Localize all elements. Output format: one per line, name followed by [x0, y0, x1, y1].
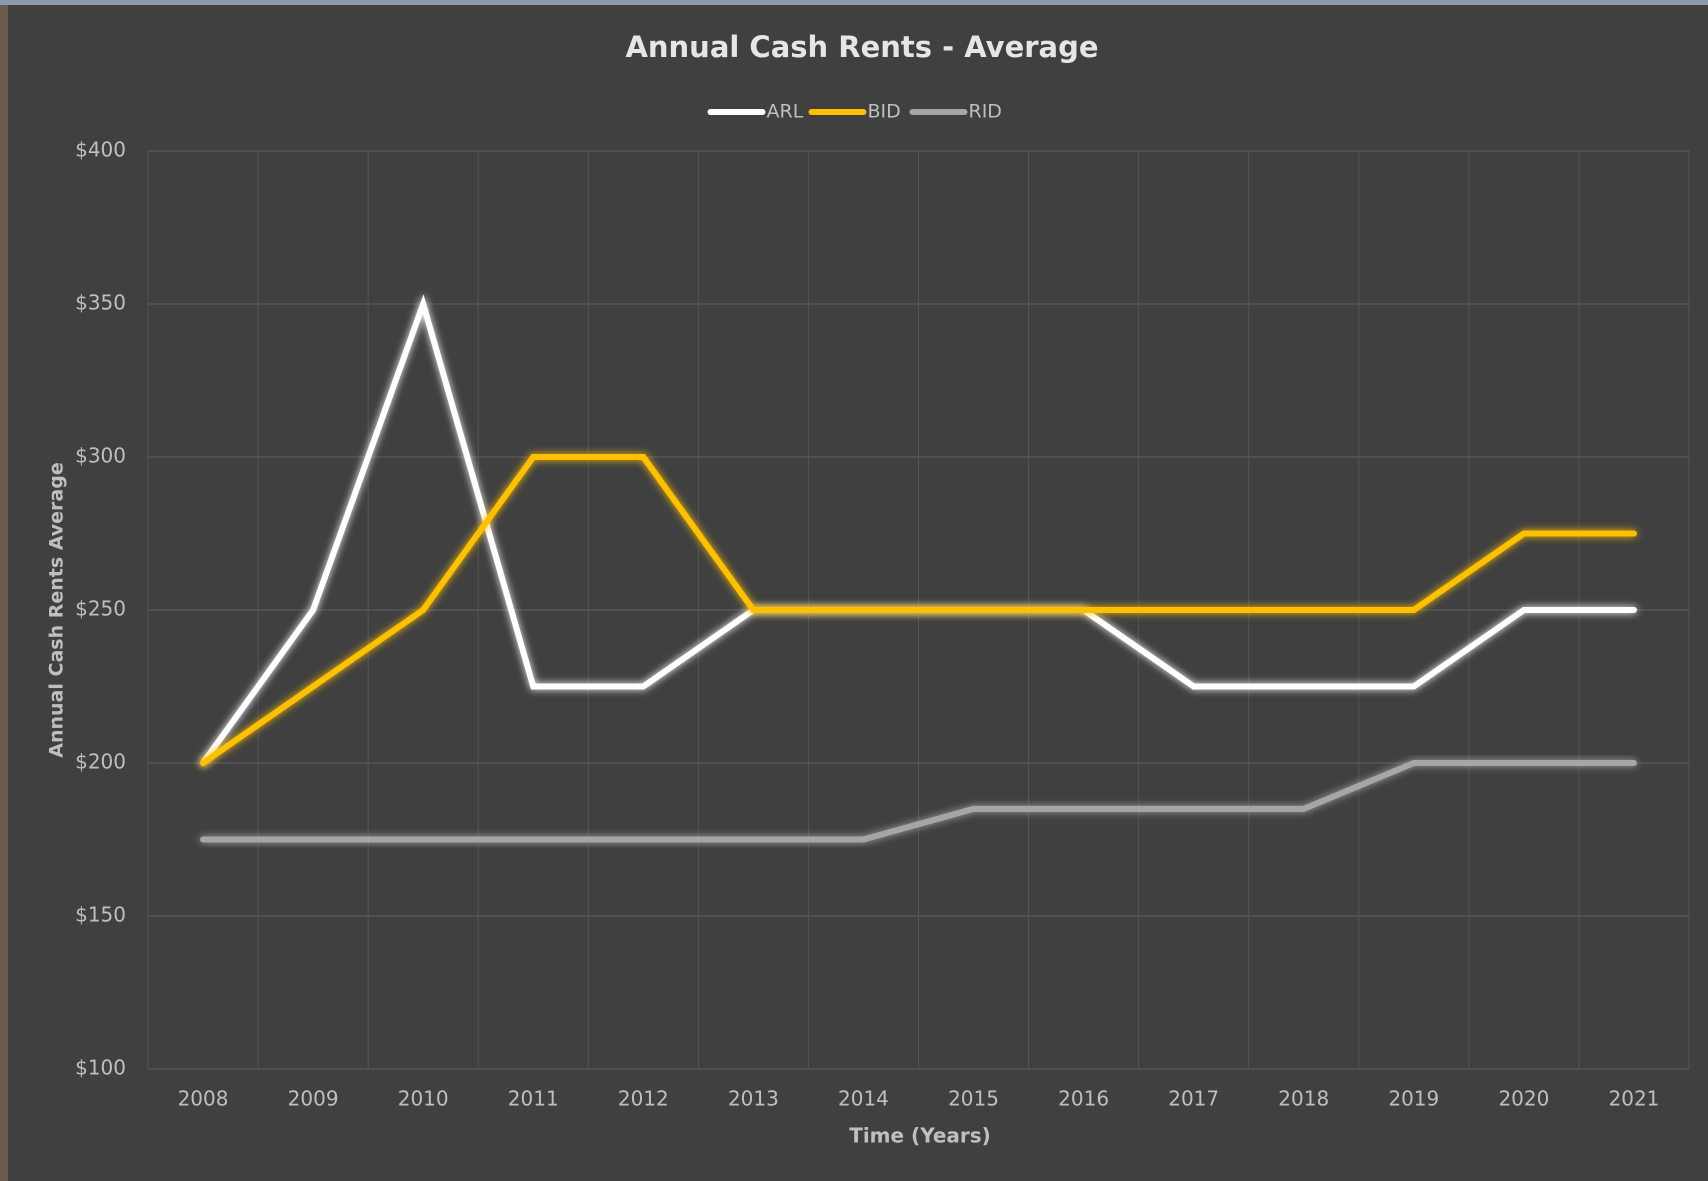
legend-label: RID	[969, 101, 1002, 123]
line-series	[200, 760, 1637, 843]
chart-title: Annual Cash Rents - Average	[625, 30, 1098, 64]
y-tick-label: $200	[75, 750, 126, 774]
x-tick-label: 2016	[1058, 1087, 1109, 1111]
x-tick-label: 2021	[1609, 1087, 1660, 1111]
x-tick-label: 2011	[508, 1087, 559, 1111]
x-tick-label: 2009	[288, 1087, 339, 1111]
left-edge	[0, 0, 8, 1181]
legend-label: BID	[868, 101, 901, 123]
x-tick-label: 2012	[618, 1087, 669, 1111]
y-tick-label: $400	[75, 138, 126, 162]
x-tick-label: 2008	[178, 1087, 229, 1111]
legend-label: ARL	[767, 101, 804, 123]
x-tick-label: 2013	[728, 1087, 779, 1111]
x-tick-label: 2015	[948, 1087, 999, 1111]
y-axis-title: Annual Cash Rents Average	[46, 462, 68, 757]
x-tick-label: 2018	[1278, 1087, 1329, 1111]
x-tick-label: 2014	[838, 1087, 889, 1111]
line-series	[200, 454, 1637, 766]
y-tick-label: $300	[75, 444, 126, 468]
x-tick-label: 2017	[1168, 1087, 1219, 1111]
x-tick-label: 2010	[398, 1087, 449, 1111]
y-tick-label: $100	[75, 1056, 126, 1080]
x-tick-label: 2020	[1498, 1087, 1549, 1111]
y-tick-label: $350	[75, 291, 126, 315]
y-tick-label: $250	[75, 597, 126, 621]
y-tick-label: $150	[75, 903, 126, 927]
x-tick-label: 2019	[1388, 1087, 1439, 1111]
top-edge	[0, 0, 1708, 5]
x-axis-title: Time (Years)	[849, 1124, 991, 1148]
